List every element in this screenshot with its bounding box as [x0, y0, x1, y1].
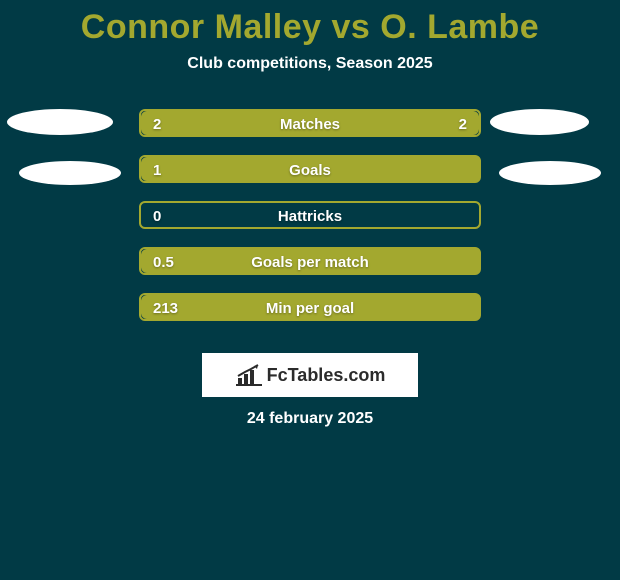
- stats-chart: 2 Matches 2 1 Goals 0 Hattricks 0.5 Goal…: [0, 109, 620, 349]
- stat-label: Goals: [141, 157, 479, 185]
- player-left-ellipse-2: [19, 161, 121, 185]
- stat-label: Matches: [141, 111, 479, 139]
- logo-box: FcTables.com: [202, 353, 418, 397]
- player-left-ellipse-1: [7, 109, 113, 135]
- stat-label: Hattricks: [141, 203, 479, 231]
- subtitle: Club competitions, Season 2025: [0, 55, 620, 73]
- page-title: Connor Malley vs O. Lambe: [0, 0, 620, 47]
- stat-row-min-per-goal: 213 Min per goal: [139, 293, 481, 321]
- stat-row-matches: 2 Matches 2: [139, 109, 481, 137]
- chart-icon: [235, 364, 263, 386]
- stat-row-goals: 1 Goals: [139, 155, 481, 183]
- stat-right-value: 2: [459, 111, 467, 139]
- stat-row-goals-per-match: 0.5 Goals per match: [139, 247, 481, 275]
- player-right-ellipse-2: [499, 161, 601, 185]
- comparison-infographic: Connor Malley vs O. Lambe Club competiti…: [0, 0, 620, 580]
- player-right-ellipse-1: [490, 109, 589, 135]
- stat-label: Goals per match: [141, 249, 479, 277]
- date-line: 24 february 2025: [0, 410, 620, 428]
- logo-text: FcTables.com: [267, 365, 386, 386]
- stat-row-hattricks: 0 Hattricks: [139, 201, 481, 229]
- stat-label: Min per goal: [141, 295, 479, 323]
